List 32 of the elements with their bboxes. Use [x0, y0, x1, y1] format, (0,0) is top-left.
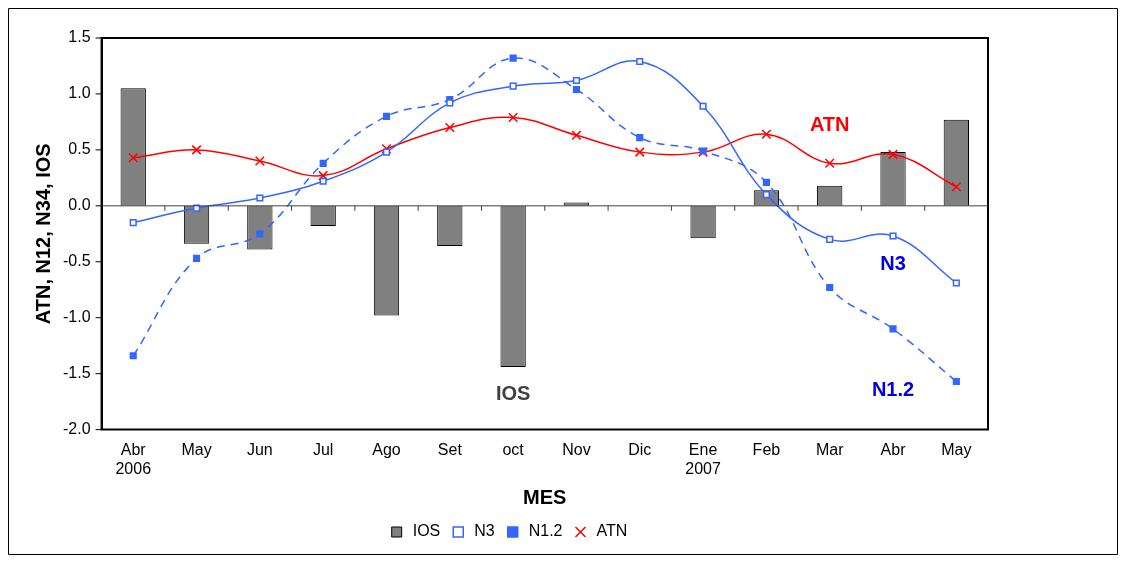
x-tick-label: Ene 2007	[685, 440, 721, 477]
y-tick-label: 0.0	[68, 196, 91, 214]
x-tick-label: Abr 2006	[115, 440, 152, 477]
y-tick-label: -1.0	[62, 308, 91, 326]
x-axis-title: MES	[523, 485, 567, 508]
legend-label: IOS	[412, 522, 441, 540]
text: ATN	[809, 112, 850, 135]
x-tick-label: oct	[502, 440, 525, 458]
x-tick-label: Feb	[752, 440, 781, 458]
x-tick-label: Ago	[372, 440, 401, 458]
legend-label: N3	[474, 522, 495, 540]
x-tick-label: Mar	[815, 440, 845, 458]
text: N3	[880, 251, 906, 274]
y-tick-label: -0.5	[62, 252, 91, 270]
y-tick-label: 0.5	[68, 140, 91, 158]
legend-label: ATN	[596, 522, 628, 540]
y-axis-title: ATN, N12, N34, IOS	[31, 143, 54, 325]
y-tick-label: 1.5	[68, 28, 91, 46]
x-tick-label: Set	[437, 440, 463, 458]
y-tick-label: 1.0	[68, 84, 91, 102]
x-tick-label: May	[181, 440, 212, 458]
x-tick-label: Jun	[246, 440, 273, 458]
legend-label: N1.2	[528, 522, 563, 540]
x-tick-label: Nov	[562, 440, 591, 458]
text: N1.2	[871, 378, 915, 401]
y-tick-label: -2.0	[62, 420, 91, 438]
x-tick-label: Dic	[628, 440, 652, 458]
x-tick-label: May	[941, 440, 972, 458]
text: IOS	[495, 382, 531, 405]
y-tick-label: -1.5	[62, 364, 91, 382]
x-tick-label: Jul	[312, 440, 334, 458]
x-tick-label: Abr	[880, 440, 907, 458]
